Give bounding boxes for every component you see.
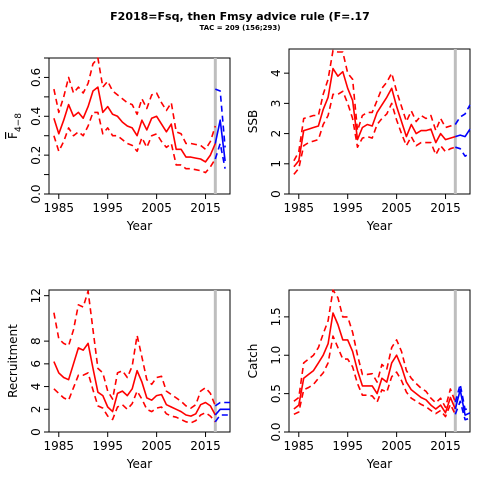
- x-axis-label: Year: [126, 457, 152, 471]
- y-tick-label: 2: [269, 130, 283, 138]
- y-tick-label: 0.4: [29, 107, 43, 126]
- x-tick-label: 1995: [332, 201, 363, 215]
- forecast-lower-ci-line: [214, 142, 226, 169]
- forecast-upper-ci-line: [214, 401, 230, 407]
- x-tick-label: 1985: [284, 201, 315, 215]
- panel-fbar: 1985 1995 2005 2015 0.0 0.2 0.4 0.6 Year F4−8: [6, 57, 231, 233]
- x-tick-label: 2015: [190, 201, 221, 215]
- x-axis-label: Year: [366, 457, 392, 471]
- forecast-lower-ci-line: [454, 400, 471, 421]
- y-tick-label: 4: [269, 69, 283, 77]
- forecast-upper-ci-line: [215, 88, 226, 148]
- history-lower-ci-line: [53, 111, 216, 174]
- y-tick-label: 0: [269, 190, 283, 198]
- x-tick-label: 1985: [44, 439, 75, 453]
- history-estimate-line: [53, 342, 217, 417]
- x-tick-label: 2015: [430, 439, 461, 453]
- x-tick-label: 2005: [381, 201, 412, 215]
- history-lower-ci-line: [293, 335, 457, 418]
- forecast-estimate-line: [455, 128, 471, 138]
- y-axis-label: Catch: [246, 344, 260, 379]
- x-axis-label: Year: [366, 219, 392, 233]
- panel-ssb: 1985 1995 2005 2015 0 1 2 3 4 Year SSB: [246, 48, 471, 233]
- y-tick-label: 1.0: [269, 346, 283, 365]
- y-tick-label: 0.0: [29, 184, 43, 203]
- x-axis-label: Year: [126, 219, 152, 233]
- y-tick-label: 1.5: [269, 307, 283, 326]
- plot-frame: [288, 289, 471, 433]
- history-estimate-line: [293, 67, 456, 168]
- x-tick-label: 1995: [332, 439, 363, 453]
- y-tick-label: 0.0: [269, 422, 283, 441]
- plot-frame: [48, 289, 231, 433]
- panel-catch: 1985 1995 2005 2015 0.0 0.5 1.0 1.5 Year Catch: [246, 289, 471, 471]
- y-tick-label: 0: [29, 428, 43, 436]
- x-tick-label: 2005: [381, 439, 412, 453]
- forecast-estimate-line: [454, 388, 471, 416]
- x-tick-label: 1995: [92, 439, 123, 453]
- x-tick-label: 2015: [430, 201, 461, 215]
- history-lower-ci-line: [293, 90, 456, 175]
- x-tick-label: 2005: [141, 439, 172, 453]
- forecast-lower-ci-line: [214, 414, 230, 423]
- panel-recruitment: 1985 1995 2005 2015 0 2 4 6 8 12 Year Recruitment: [6, 288, 231, 471]
- figure-title: F2018=Fsq, then Fmsy advice rule (F=.17: [110, 10, 370, 23]
- history-upper-ci-line: [53, 57, 217, 151]
- y-axis-label: F4−8: [6, 113, 24, 139]
- y-tick-label: 0.2: [29, 146, 43, 165]
- y-tick-label: 1: [269, 160, 283, 168]
- forecast-estimate-line: [214, 119, 226, 162]
- y-tick-label: 12: [29, 288, 43, 303]
- x-tick-label: 1985: [44, 201, 75, 215]
- y-tick-label: 8: [29, 337, 43, 345]
- y-tick-label: 4: [29, 383, 43, 391]
- y-tick-label: 0.5: [269, 384, 283, 403]
- y-axis-label: Recruitment: [6, 324, 20, 398]
- forecast-estimate-line: [214, 408, 230, 416]
- x-tick-label: 1985: [284, 439, 315, 453]
- y-axis-label-main: F: [6, 132, 20, 139]
- plot-frame: [288, 48, 471, 195]
- history-lower-ci-line: [53, 372, 216, 424]
- x-tick-label: 2015: [190, 439, 221, 453]
- y-tick-label: 3: [269, 100, 283, 108]
- history-upper-ci-line: [293, 289, 457, 409]
- forecast-upper-ci-line: [454, 383, 471, 411]
- y-tick-label: 0.6: [29, 68, 43, 87]
- history-estimate-line: [293, 312, 457, 414]
- y-axis-label: SSB: [246, 110, 260, 133]
- forecast-upper-ci-line: [454, 104, 471, 125]
- y-tick-label: 6: [29, 360, 43, 368]
- figure-subtitle: TAC = 209 (156;293): [200, 24, 281, 32]
- forecast-lower-ci-line: [455, 146, 471, 157]
- history-upper-ci-line: [53, 290, 217, 409]
- x-tick-label: 2005: [141, 201, 172, 215]
- history-estimate-line: [53, 86, 217, 163]
- y-axis-label-subscript: 4−8: [14, 113, 24, 132]
- x-tick-label: 1995: [92, 201, 123, 215]
- plot-frame: [48, 57, 231, 195]
- history-upper-ci-line: [293, 49, 456, 162]
- y-tick-label: 2: [29, 405, 43, 413]
